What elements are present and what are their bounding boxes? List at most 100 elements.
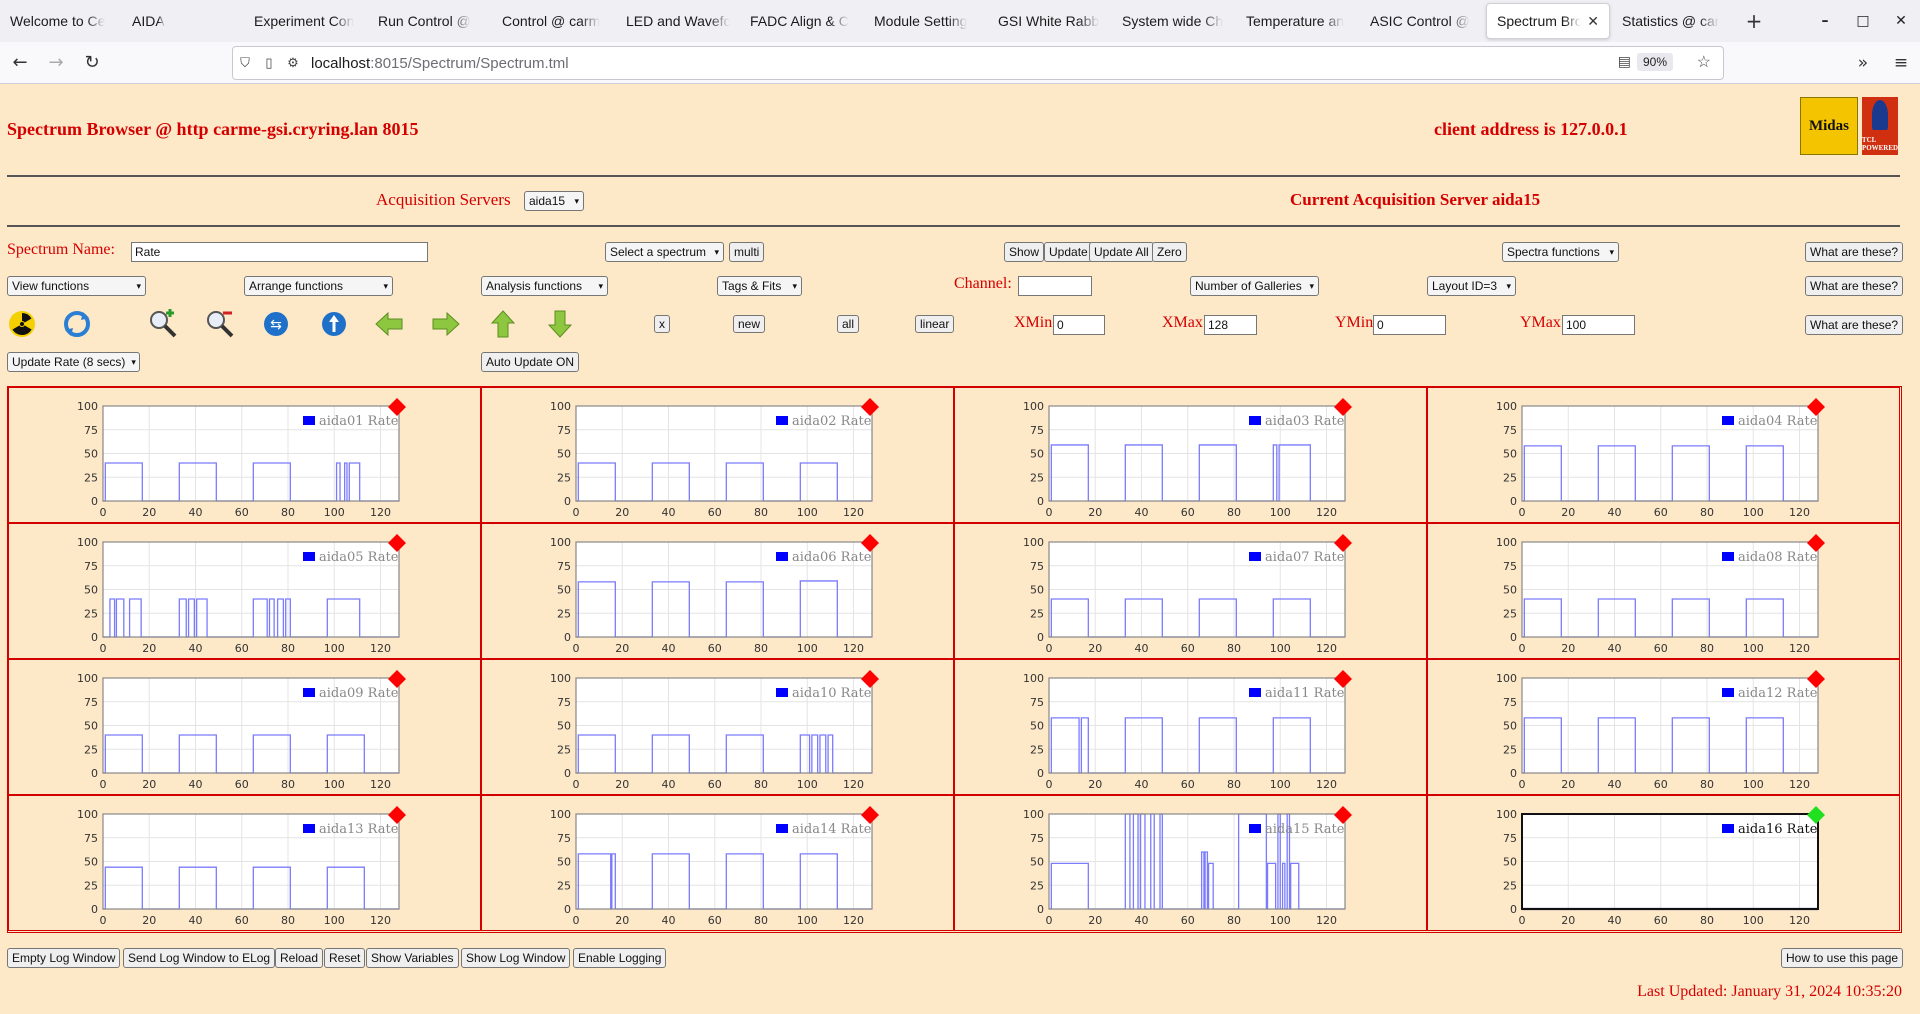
browser-tab[interactable]: Temperature an [1236, 0, 1360, 42]
update-button[interactable]: Update [1044, 242, 1093, 262]
reload-icon[interactable]: ↻ [84, 52, 100, 73]
spectrum-panel[interactable]: 0 25 50 75 100 0 20 40 60 80 100 120 aida11 Rate [954, 659, 1427, 795]
update-rate-dropdown[interactable]: Update Rate (8 secs) ▾ [7, 352, 140, 372]
bookmark-star-icon[interactable]: ☆ [1696, 54, 1711, 71]
radiation-icon[interactable] [7, 309, 37, 339]
reset-button[interactable]: Reset [324, 948, 366, 968]
spectrum-panel[interactable]: 0 25 50 75 100 0 20 40 60 80 100 120 aida16 Rate [1427, 795, 1900, 931]
what-are-these-button[interactable]: What are these? [1805, 276, 1904, 296]
y-tick-label: 100 [1023, 808, 1044, 821]
enable-logging-button[interactable]: Enable Logging [573, 948, 667, 968]
arrow-down-icon[interactable] [545, 309, 575, 339]
spectrum-panel[interactable]: 0 25 50 75 100 0 20 40 60 80 100 120 aida03 Rate [954, 387, 1427, 523]
minimize-icon[interactable]: – [1821, 13, 1829, 29]
browser-tab[interactable]: Welcome to Ce [0, 0, 122, 42]
spectra-functions-dropdown[interactable]: Spectra functions ▾ [1502, 242, 1619, 262]
maximize-icon[interactable]: □ [1856, 13, 1870, 29]
browser-tab[interactable]: System wide Ch [1112, 0, 1236, 42]
close-tab-icon[interactable]: ✕ [1587, 12, 1599, 29]
expand-vertical-icon[interactable] [319, 309, 349, 339]
browser-tab[interactable]: ASIC Control @ [1360, 0, 1484, 42]
browser-tab[interactable]: Run Control @ [368, 0, 492, 42]
browser-tab[interactable]: Experiment Con [244, 0, 368, 42]
forward-icon[interactable]: → [48, 52, 64, 73]
xmin-input[interactable]: 0 [1053, 315, 1105, 335]
refresh-icon[interactable] [62, 309, 92, 339]
all-button[interactable]: all [837, 315, 860, 333]
browser-tab[interactable]: LED and Wavefo [616, 0, 740, 42]
reload-button[interactable]: Reload [275, 948, 324, 968]
tags-fits-dropdown[interactable]: Tags & Fits ▾ [717, 276, 802, 296]
send-log-elog-button[interactable]: Send Log Window to ELog [123, 948, 276, 968]
close-window-icon[interactable]: ✕ [1895, 13, 1907, 29]
multi-button[interactable]: multi [729, 242, 765, 262]
menu-icon[interactable]: ≡ [1893, 53, 1909, 73]
channel-input[interactable] [1018, 276, 1092, 296]
empty-log-button[interactable]: Empty Log Window [7, 948, 121, 968]
browser-tab[interactable]: AIDA [122, 0, 244, 42]
new-button[interactable]: new [733, 315, 766, 333]
layout-dropdown[interactable]: Layout ID=3 ▾ [1427, 276, 1516, 296]
plot-frame [1048, 405, 1346, 502]
shield-icon[interactable]: ⛉ [240, 55, 250, 70]
arrow-right-icon[interactable] [431, 309, 461, 339]
spectrum-panel[interactable]: 0 25 50 75 100 0 20 40 60 80 100 120 aida10 Rate [481, 659, 954, 795]
ymin-input[interactable]: 0 [1373, 315, 1446, 335]
how-to-use-button[interactable]: How to use this page [1781, 948, 1904, 968]
arrow-up-icon[interactable] [488, 309, 518, 339]
what-are-these-button[interactable]: What are these? [1805, 315, 1904, 335]
acquisition-server-select[interactable]: aida15 ▾ [524, 191, 584, 211]
overflow-chevron-icon[interactable]: » [1857, 53, 1869, 73]
spectrum-panel[interactable]: 0 25 50 75 100 0 20 40 60 80 100 120 aida13 Rate [8, 795, 481, 931]
view-functions-dropdown[interactable]: View functions ▾ [7, 276, 146, 296]
browser-tab[interactable]: GSI White Rabb [988, 0, 1112, 42]
spectrum-panel[interactable]: 0 25 50 75 100 0 20 40 60 80 100 120 aida12 Rate [1427, 659, 1900, 795]
arrow-left-icon[interactable] [374, 309, 404, 339]
auto-update-button[interactable]: Auto Update ON [481, 352, 580, 372]
linear-button[interactable]: linear [915, 315, 955, 333]
spectrum-panel[interactable]: 0 25 50 75 100 0 20 40 60 80 100 120 aida07 Rate [954, 523, 1427, 659]
spectrum-panel[interactable]: 0 25 50 75 100 0 20 40 60 80 100 120 aida05 Rate [8, 523, 481, 659]
ymax-input[interactable]: 100 [1562, 315, 1635, 335]
tab-active[interactable]: Spectrum Bro ✕ [1486, 3, 1610, 39]
xmax-input[interactable]: 128 [1204, 315, 1257, 335]
show-variables-button[interactable]: Show Variables [366, 948, 459, 968]
spectrum-panel[interactable]: 0 25 50 75 100 0 20 40 60 80 100 120 aida15 Rate [954, 795, 1427, 931]
new-tab-icon[interactable]: + [1745, 9, 1763, 33]
tab-title: Temperature an [1246, 13, 1345, 29]
show-log-window-button[interactable]: Show Log Window [461, 948, 571, 968]
browser-tab[interactable]: Statistics @ car [1612, 0, 1736, 42]
page-icon[interactable]: ▯ [265, 55, 273, 70]
x-tick-label: 120 [1316, 506, 1337, 519]
what-are-these-button[interactable]: What are these? [1805, 242, 1904, 262]
spectrum-panel[interactable]: 0 25 50 75 100 0 20 40 60 80 100 120 aida14 Rate [481, 795, 954, 931]
permissions-icon[interactable]: ⚙ [287, 55, 299, 70]
browser-tab[interactable]: Module Setting [864, 0, 988, 42]
update-all-button[interactable]: Update All [1089, 242, 1154, 262]
reader-mode-icon[interactable]: ▤ [1617, 53, 1631, 69]
analysis-functions-dropdown[interactable]: Analysis functions ▾ [481, 276, 608, 296]
zoom-level[interactable]: 90% [1636, 53, 1673, 71]
browser-tab[interactable]: Control @ carm [492, 0, 616, 42]
spectrum-panel[interactable]: 0 25 50 75 100 0 20 40 60 80 100 120 aida06 Rate [481, 523, 954, 659]
select-spectrum-dropdown[interactable]: Select a spectrum ▾ [605, 242, 724, 262]
zoom-out-icon[interactable] [205, 309, 235, 339]
legend-swatch [1249, 688, 1261, 697]
url-bar[interactable]: ⛉ ▯ ⚙ localhost:8015/Spectrum/Spectrum.t… [232, 46, 1724, 80]
spectrum-name-input[interactable]: Rate [131, 242, 428, 262]
expand-horizontal-icon[interactable]: ⇆ [261, 309, 291, 339]
arrange-functions-dropdown[interactable]: Arrange functions ▾ [244, 276, 393, 296]
x-tick-label: 100 [1743, 642, 1764, 655]
spectrum-panel[interactable]: 0 25 50 75 100 0 20 40 60 80 100 120 aida09 Rate [8, 659, 481, 795]
back-icon[interactable]: ← [12, 52, 28, 73]
x-button[interactable]: x [654, 315, 670, 333]
zero-button[interactable]: Zero [1152, 242, 1187, 262]
spectrum-panel[interactable]: 0 25 50 75 100 0 20 40 60 80 100 120 aida08 Rate [1427, 523, 1900, 659]
spectrum-panel[interactable]: 0 25 50 75 100 0 20 40 60 80 100 120 aida01 Rate [8, 387, 481, 523]
number-of-galleries-dropdown[interactable]: Number of Galleries ▾ [1190, 276, 1319, 296]
spectrum-panel[interactable]: 0 25 50 75 100 0 20 40 60 80 100 120 aida02 Rate [481, 387, 954, 523]
zoom-in-icon[interactable] [148, 309, 178, 339]
show-button[interactable]: Show [1004, 242, 1045, 262]
spectrum-panel[interactable]: 0 25 50 75 100 0 20 40 60 80 100 120 aida04 Rate [1427, 387, 1900, 523]
browser-tab[interactable]: FADC Align & C [740, 0, 864, 42]
